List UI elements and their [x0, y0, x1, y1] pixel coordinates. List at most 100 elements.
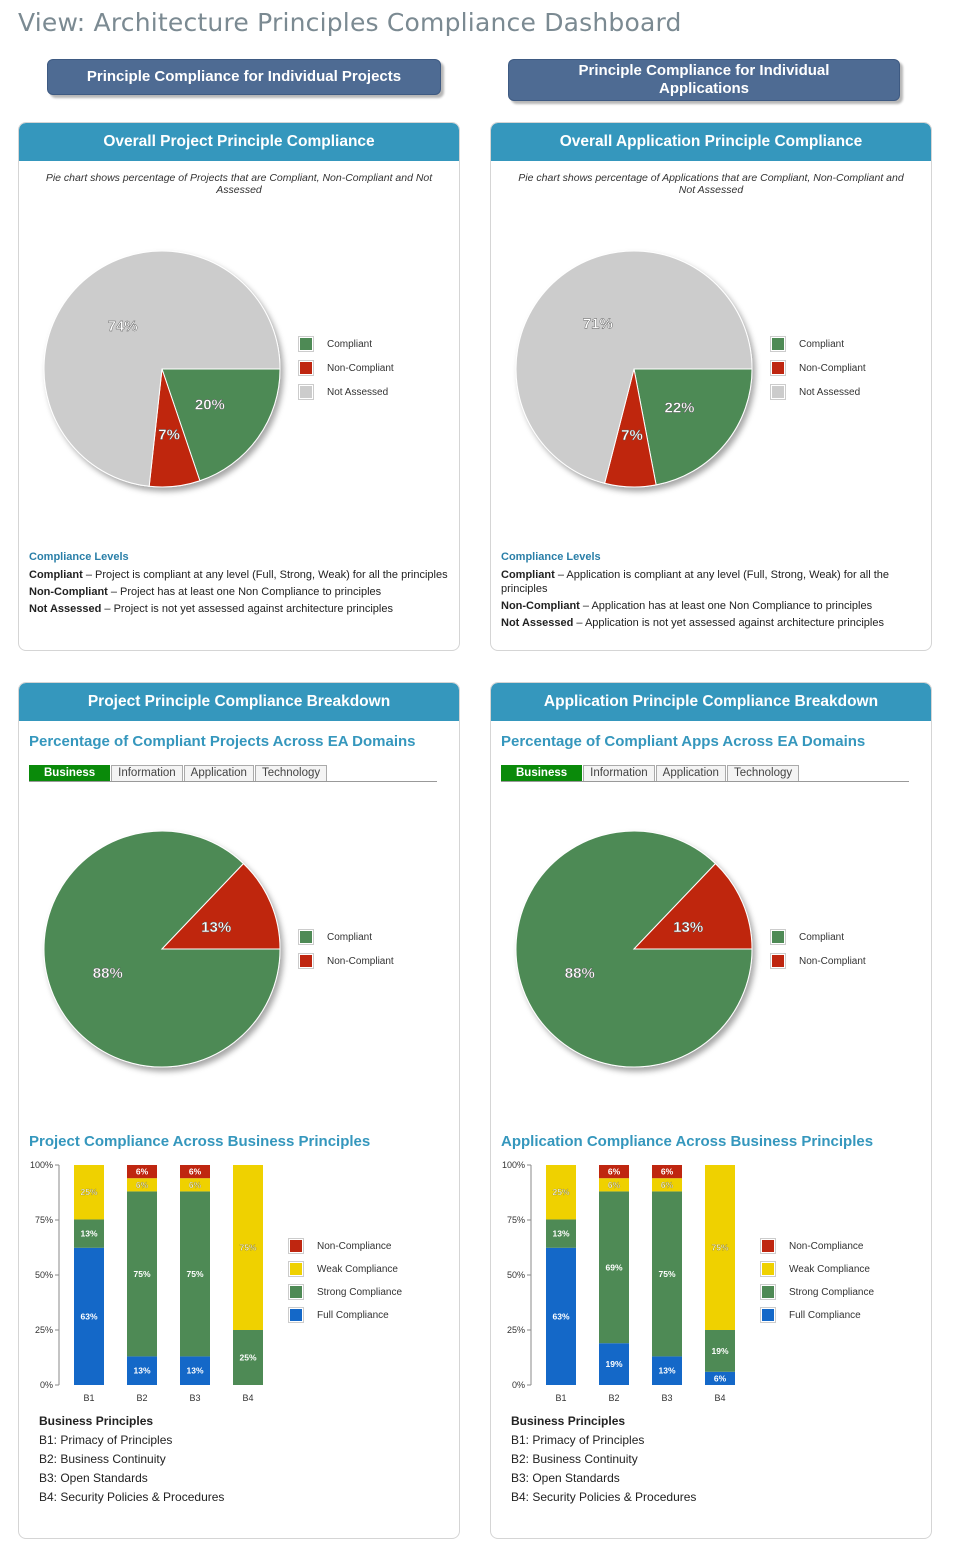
bar-b3-weak-compliance[interactable] — [652, 1178, 682, 1192]
bar-b1-strong-compliance[interactable] — [546, 1219, 576, 1248]
pie-label-compliant: 88% — [565, 965, 595, 982]
legend-item-non-compliance[interactable]: Non-Compliance — [289, 1239, 391, 1253]
tab-technology[interactable]: Technology — [726, 765, 800, 781]
legend-item-not-assessed[interactable]: Not Assessed — [771, 385, 860, 399]
level-non-compliant: Non-Compliant – Project has at least one… — [29, 586, 382, 598]
legend-item-non-compliance[interactable]: Non-Compliance — [761, 1239, 863, 1253]
bar-b4-strong-compliance[interactable] — [705, 1330, 735, 1372]
legend-item-compliant[interactable]: Compliant — [299, 337, 372, 351]
bar-b2-strong-compliance[interactable] — [599, 1191, 629, 1344]
legend-item-strong[interactable]: Strong Compliance — [761, 1285, 874, 1299]
bar-b1-full-compliance[interactable] — [74, 1247, 104, 1385]
bar-b3-non-compliance[interactable] — [180, 1165, 210, 1179]
domain-tabs: Business Information Application Technol… — [29, 765, 437, 782]
compliant-swatch — [299, 930, 313, 944]
pie-slice-not-assessed[interactable] — [515, 250, 753, 484]
bar-b3-weak-compliance[interactable] — [180, 1178, 210, 1192]
bar-b3-full-compliance[interactable] — [652, 1356, 682, 1385]
tab-application[interactable]: Application — [655, 765, 726, 781]
legend-item-non-compliant[interactable]: Non-Compliant — [299, 361, 394, 375]
non-compliance-swatch — [761, 1239, 775, 1253]
bar-b4-full-compliance[interactable] — [705, 1371, 735, 1385]
bar-b2-non-compliance[interactable] — [599, 1165, 629, 1179]
project-breakdown-panel: Project Principle Compliance Breakdown P… — [18, 682, 460, 1539]
pie-slice-compliant[interactable] — [515, 830, 753, 1068]
bar-b1-full-compliance[interactable] — [546, 1247, 576, 1385]
bar-b2-weak-compliance[interactable] — [127, 1178, 157, 1192]
bar-b1-strong-compliance[interactable] — [74, 1219, 104, 1248]
panel-header: Overall Application Principle Compliance — [491, 123, 931, 161]
bar-value-label: 75% — [239, 1243, 256, 1253]
projects-compliance-button[interactable]: Principle Compliance for Individual Proj… — [47, 59, 441, 95]
domains-title: Percentage of Compliant Projects Across … — [29, 733, 416, 750]
non-compliant-swatch — [299, 361, 313, 375]
business-principles-title: Business Principles — [39, 1414, 154, 1428]
strong-swatch — [289, 1285, 303, 1299]
pie-label-compliant: 88% — [93, 965, 123, 982]
legend-item-compliant[interactable]: Compliant — [771, 930, 844, 944]
y-tick-label: 50% — [35, 1270, 53, 1280]
bar-b4-weak-compliance[interactable] — [705, 1165, 735, 1330]
bar-value-label: 75% — [186, 1269, 203, 1279]
panel-header: Overall Project Principle Compliance — [19, 123, 459, 161]
legend-item-non-compliant[interactable]: Non-Compliant — [771, 361, 866, 375]
tab-business[interactable]: Business — [29, 765, 111, 781]
bar-b4-weak-compliance[interactable] — [233, 1165, 263, 1330]
bar-b3-strong-compliance[interactable] — [652, 1191, 682, 1357]
level-not-assessed: Not Assessed – Application is not yet as… — [501, 617, 884, 629]
legend-item-compliant[interactable]: Compliant — [771, 337, 844, 351]
bar-b2-full-compliance[interactable] — [599, 1343, 629, 1385]
legend-label: Compliant — [327, 338, 373, 350]
tab-information[interactable]: Information — [111, 765, 183, 781]
tab-technology[interactable]: Technology — [254, 765, 328, 781]
legend-item-weak[interactable]: Weak Compliance — [761, 1262, 870, 1276]
x-tick-label: B3 — [189, 1393, 200, 1403]
bar-value-label: 13% — [133, 1366, 150, 1376]
bar-value-label: 6% — [189, 1180, 202, 1190]
bar-value-label: 25% — [239, 1353, 256, 1363]
pie-slice-compliant[interactable] — [633, 368, 753, 486]
not-assessed-swatch — [771, 385, 785, 399]
x-tick-label: B3 — [661, 1393, 672, 1403]
compliant-swatch — [299, 337, 313, 351]
bar-value-label: 25% — [80, 1187, 97, 1197]
bar-value-label: 6% — [661, 1180, 674, 1190]
not-assessed-swatch — [299, 385, 313, 399]
pie-slice-not-assessed[interactable] — [43, 250, 281, 487]
tab-information[interactable]: Information — [583, 765, 655, 781]
legend-item-weak[interactable]: Weak Compliance — [289, 1262, 398, 1276]
bar-b2-full-compliance[interactable] — [127, 1356, 157, 1385]
x-tick-label: B4 — [242, 1393, 253, 1403]
pie-slice-compliant[interactable] — [161, 368, 281, 482]
legend-item-compliant[interactable]: Compliant — [299, 930, 372, 944]
project-domain-pie: 88% 13% — [43, 830, 281, 1068]
bar-b1-weak-compliance[interactable] — [546, 1165, 576, 1220]
bar-b3-non-compliance[interactable] — [652, 1165, 682, 1179]
bar-b1-weak-compliance[interactable] — [74, 1165, 104, 1220]
compliant-swatch — [771, 337, 785, 351]
bar-b3-full-compliance[interactable] — [180, 1356, 210, 1385]
legend-item-strong[interactable]: Strong Compliance — [289, 1285, 402, 1299]
tab-application[interactable]: Application — [183, 765, 254, 781]
legend-item-non-compliant[interactable]: Non-Compliant — [771, 954, 866, 968]
principles-title: Project Compliance Across Business Princ… — [29, 1133, 371, 1150]
legend-item-non-compliant[interactable]: Non-Compliant — [299, 954, 394, 968]
legend-label: Full Compliance — [789, 1309, 861, 1321]
y-tick-label: 25% — [35, 1325, 53, 1335]
bar-b4-strong-compliance[interactable] — [233, 1330, 263, 1385]
bar-b2-strong-compliance[interactable] — [127, 1191, 157, 1357]
tab-business[interactable]: Business — [501, 765, 583, 781]
bar-b2-weak-compliance[interactable] — [599, 1178, 629, 1192]
legend-item-full[interactable]: Full Compliance — [289, 1308, 389, 1322]
applications-compliance-button[interactable]: Principle Compliance for Individual Appl… — [508, 59, 900, 101]
legend-item-full[interactable]: Full Compliance — [761, 1308, 861, 1322]
pie-slice-compliant[interactable] — [43, 830, 281, 1068]
bar-b2-non-compliance[interactable] — [127, 1165, 157, 1179]
bar-value-label: 13% — [658, 1366, 675, 1376]
bar-b3-strong-compliance[interactable] — [180, 1191, 210, 1357]
pie-slice-non-compliant[interactable] — [160, 862, 281, 950]
pie-slice-non-compliant[interactable] — [632, 862, 753, 950]
legend-item-not-assessed[interactable]: Not Assessed — [299, 385, 388, 399]
compliance-levels-title: Compliance Levels — [501, 551, 601, 563]
legend-label: Non-Compliant — [799, 955, 866, 967]
